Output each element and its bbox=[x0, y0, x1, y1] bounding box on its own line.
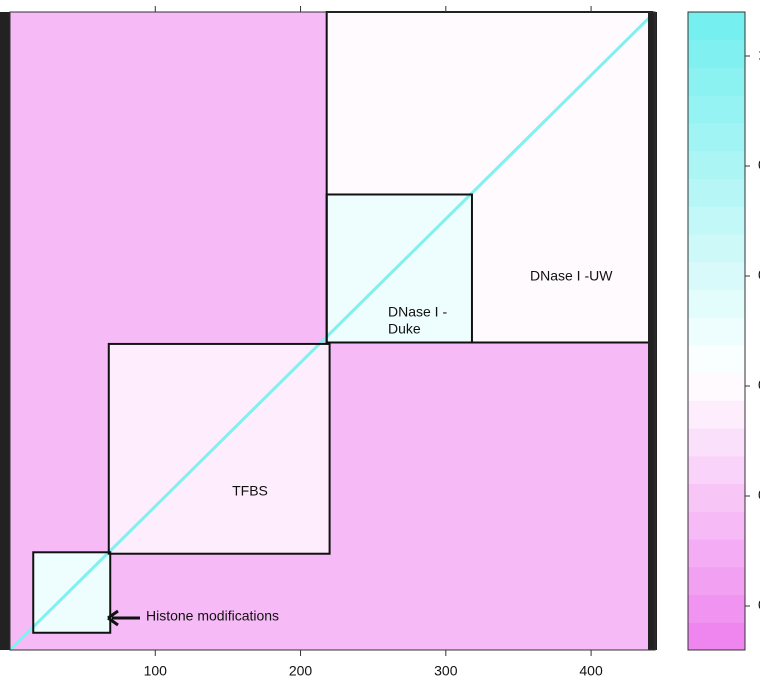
block-label: Duke bbox=[388, 321, 421, 337]
colorbar-tick-label: 0.4 bbox=[758, 377, 760, 393]
plot-frame bbox=[9, 11, 656, 651]
x-tick-label: 400 bbox=[579, 663, 603, 679]
colorbar-band bbox=[688, 594, 745, 623]
block-fill bbox=[108, 343, 330, 554]
colorbar-band bbox=[688, 622, 745, 651]
colorbar-tick-label: 0.0 bbox=[758, 597, 760, 613]
colorbar-band bbox=[688, 233, 745, 263]
colorbar-frame bbox=[687, 11, 746, 651]
colorbar-band bbox=[688, 372, 745, 401]
colorbar-tick-label: 0.8 bbox=[758, 157, 760, 173]
colorbar-band bbox=[688, 95, 745, 124]
colorbar-tick-label: 0.2 bbox=[758, 487, 760, 503]
colorbar-band bbox=[688, 122, 745, 152]
colorbar-band bbox=[688, 428, 745, 457]
colorbar-band bbox=[688, 178, 745, 207]
colorbar-tick-label: 1.0 bbox=[758, 47, 760, 63]
block-outline bbox=[107, 342, 331, 555]
colorbar-band bbox=[688, 344, 745, 374]
row-label-band bbox=[0, 12, 10, 650]
colorbar-band bbox=[688, 455, 745, 485]
colorbar-band bbox=[688, 511, 745, 540]
colorbar-band bbox=[688, 150, 745, 179]
colorbar-band bbox=[688, 539, 745, 568]
block-label: DNase I -UW bbox=[530, 268, 613, 284]
block-label: TFBS bbox=[232, 483, 268, 499]
colorbar-band bbox=[688, 206, 745, 235]
x-tick-label: 300 bbox=[434, 663, 458, 679]
colorbar-tick-label: 0.6 bbox=[758, 267, 760, 283]
x-tick-label: 100 bbox=[144, 663, 168, 679]
block-outline bbox=[32, 551, 112, 634]
colorbar-band bbox=[688, 12, 745, 41]
block-label: DNase I - bbox=[388, 304, 447, 320]
colorbar-band bbox=[688, 39, 745, 68]
annotation-arrowhead bbox=[107, 609, 119, 627]
block-fill bbox=[326, 194, 472, 343]
block-outline bbox=[325, 193, 473, 344]
colorbar-band bbox=[688, 566, 745, 596]
colorbar-band bbox=[688, 261, 745, 290]
diagonal bbox=[8, 10, 657, 652]
colorbar-band bbox=[688, 289, 745, 318]
colorbar-band bbox=[688, 67, 745, 96]
colorbar-band bbox=[688, 317, 745, 346]
block-fill bbox=[33, 552, 111, 633]
block-label: Histone modifications bbox=[146, 608, 279, 624]
colorbar-band bbox=[688, 400, 745, 429]
x-tick-label: 200 bbox=[289, 663, 313, 679]
colorbar-band bbox=[688, 483, 745, 512]
row-label-band bbox=[648, 12, 657, 650]
